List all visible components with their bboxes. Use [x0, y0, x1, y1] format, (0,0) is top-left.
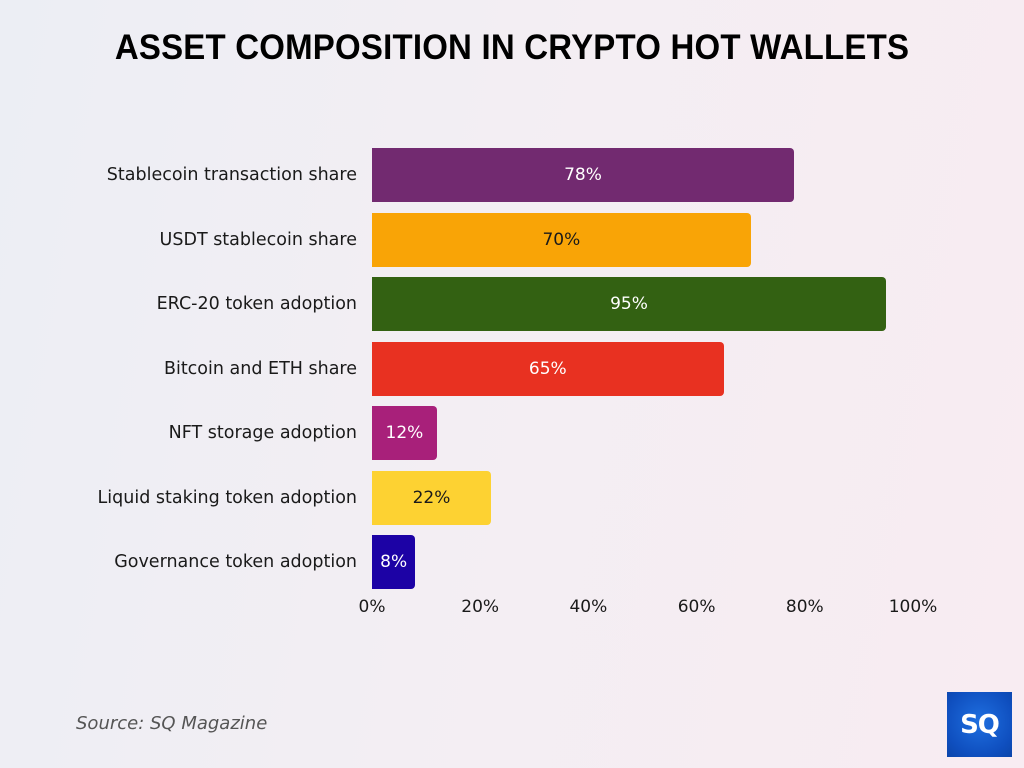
- bar-value-label: 22%: [412, 487, 451, 508]
- category-label: Liquid staking token adoption: [97, 487, 357, 508]
- bar: 78%: [372, 148, 794, 202]
- bar: 65%: [372, 341, 724, 396]
- category-label: ERC-20 token adoption: [156, 294, 357, 314]
- bar-value-label: 95%: [610, 294, 648, 314]
- bar-value-label: 70%: [542, 229, 581, 250]
- bar: 12%: [372, 406, 437, 460]
- x-axis-tick-label: 40%: [569, 597, 608, 617]
- logo-text: SQ: [960, 709, 1000, 740]
- source-caption: Source: SQ Magazine: [76, 713, 268, 734]
- bar: 95%: [372, 277, 886, 331]
- category-label: Stablecoin transaction share: [106, 165, 357, 185]
- x-axis-tick-label: 20%: [461, 597, 500, 617]
- x-axis-tick-label: 100%: [888, 597, 938, 617]
- category-label: USDT stablecoin share: [159, 229, 357, 250]
- category-label: Bitcoin and ETH share: [163, 358, 357, 379]
- bar-value-label: 12%: [385, 423, 424, 443]
- category-label: Governance token adoption: [114, 552, 357, 572]
- bar: 8%: [372, 535, 416, 589]
- x-axis-tick-label: 80%: [785, 597, 824, 617]
- category-label: NFT storage adoption: [168, 423, 357, 443]
- bar-value-label: 78%: [564, 165, 602, 185]
- x-axis-tick-label: 0%: [358, 597, 386, 617]
- sq-logo-icon: SQ: [947, 692, 1012, 757]
- bar: 22%: [372, 470, 492, 525]
- x-axis-tick-label: 60%: [677, 597, 716, 617]
- bar-value-label: 65%: [528, 358, 567, 379]
- chart-title: ASSET COMPOSITION IN CRYPTO HOT WALLETS: [114, 26, 910, 67]
- bar: 70%: [372, 212, 751, 267]
- bar-value-label: 8%: [380, 552, 408, 572]
